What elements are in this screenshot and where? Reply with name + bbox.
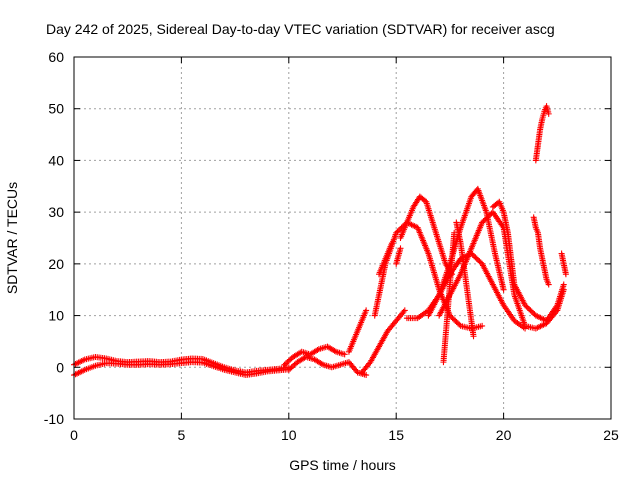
- point-marker: [562, 271, 569, 278]
- y-tick-label: 0: [56, 359, 64, 375]
- point-marker: [314, 347, 321, 354]
- point-marker: [291, 361, 298, 368]
- series-track-late-a: [489, 198, 567, 324]
- point-marker: [472, 254, 479, 261]
- point-marker: [476, 258, 483, 265]
- point-marker: [290, 362, 297, 369]
- series-track-late-b: [530, 214, 552, 288]
- point-marker: [341, 351, 348, 358]
- y-tick-label: 30: [48, 204, 64, 220]
- point-marker: [285, 357, 292, 364]
- x-tick-label: 15: [388, 427, 404, 443]
- y-tick-label: 50: [48, 101, 64, 117]
- point-marker: [454, 320, 461, 327]
- x-tick-label: 5: [178, 427, 186, 443]
- x-tick-label: 20: [496, 427, 512, 443]
- point-marker: [481, 216, 488, 223]
- point-marker: [475, 256, 482, 263]
- x-tick-label: 25: [603, 427, 619, 443]
- point-marker: [473, 255, 480, 262]
- point-marker: [545, 281, 552, 288]
- point-marker: [282, 360, 289, 367]
- plot-frame: [73, 56, 612, 420]
- point-marker: [526, 306, 533, 313]
- series-track-rise-a: [345, 307, 370, 355]
- series-track-mid-a: [281, 343, 348, 368]
- point-marker: [397, 225, 404, 232]
- point-marker: [452, 317, 459, 324]
- series-track-stick-a: [440, 229, 458, 366]
- point-marker: [545, 110, 552, 117]
- point-marker: [394, 228, 401, 235]
- point-marker: [453, 319, 460, 326]
- point-marker: [281, 361, 288, 368]
- point-marker: [456, 321, 463, 328]
- y-tick-label: 10: [48, 308, 64, 324]
- point-marker: [471, 253, 478, 260]
- axes: 0 5 10 15 20 25 -10 0 10 20 30 40 50 60: [44, 49, 619, 443]
- point-marker: [393, 229, 400, 236]
- point-marker: [484, 214, 491, 221]
- point-marker: [451, 229, 458, 236]
- data-points: [71, 103, 569, 379]
- series-track-end-a: [558, 250, 569, 278]
- point-marker: [399, 223, 406, 230]
- chart-title: Day 242 of 2025, Sidereal Day-to-day VTE…: [46, 21, 555, 37]
- point-marker: [448, 313, 455, 320]
- point-marker: [560, 281, 567, 288]
- series-track-spike-a: [532, 103, 552, 164]
- point-marker: [288, 364, 295, 371]
- point-marker: [285, 366, 292, 373]
- point-marker: [530, 309, 537, 316]
- y-tick-label: 20: [48, 256, 64, 272]
- y-tick-label: 40: [48, 152, 64, 168]
- point-marker: [483, 215, 490, 222]
- point-marker: [401, 307, 408, 314]
- y-axis-title: SDTVAR / TECUs: [4, 182, 20, 294]
- series-track-rise-b: [358, 307, 408, 376]
- x-tick-label: 10: [281, 427, 297, 443]
- point-marker: [449, 315, 456, 322]
- point-marker: [479, 322, 486, 329]
- series-track-rise-d: [393, 245, 404, 267]
- y-tick-label: 60: [48, 49, 64, 65]
- point-marker: [318, 360, 325, 367]
- point-marker: [284, 359, 291, 366]
- point-marker: [528, 308, 535, 315]
- point-marker: [523, 303, 530, 310]
- point-marker: [500, 286, 507, 293]
- y-tick-label: -10: [44, 411, 64, 427]
- point-marker: [527, 307, 534, 314]
- point-marker: [395, 227, 402, 234]
- point-marker: [524, 304, 531, 311]
- point-marker: [397, 245, 404, 252]
- point-marker: [470, 333, 477, 340]
- point-marker: [331, 347, 338, 354]
- point-marker: [398, 224, 405, 231]
- series-track-drop-a: [453, 219, 477, 340]
- point-marker: [287, 365, 294, 372]
- point-marker: [363, 372, 370, 379]
- point-marker: [401, 222, 408, 229]
- point-marker: [287, 356, 294, 363]
- point-marker: [485, 213, 492, 220]
- point-marker: [450, 316, 457, 323]
- x-axis-title: GPS time / hours: [289, 457, 396, 473]
- x-tick-label: 0: [70, 427, 78, 443]
- point-marker: [522, 302, 529, 309]
- point-marker: [480, 218, 487, 225]
- series-track-early-b: [71, 359, 292, 379]
- point-marker: [479, 219, 486, 226]
- point-marker: [363, 307, 370, 314]
